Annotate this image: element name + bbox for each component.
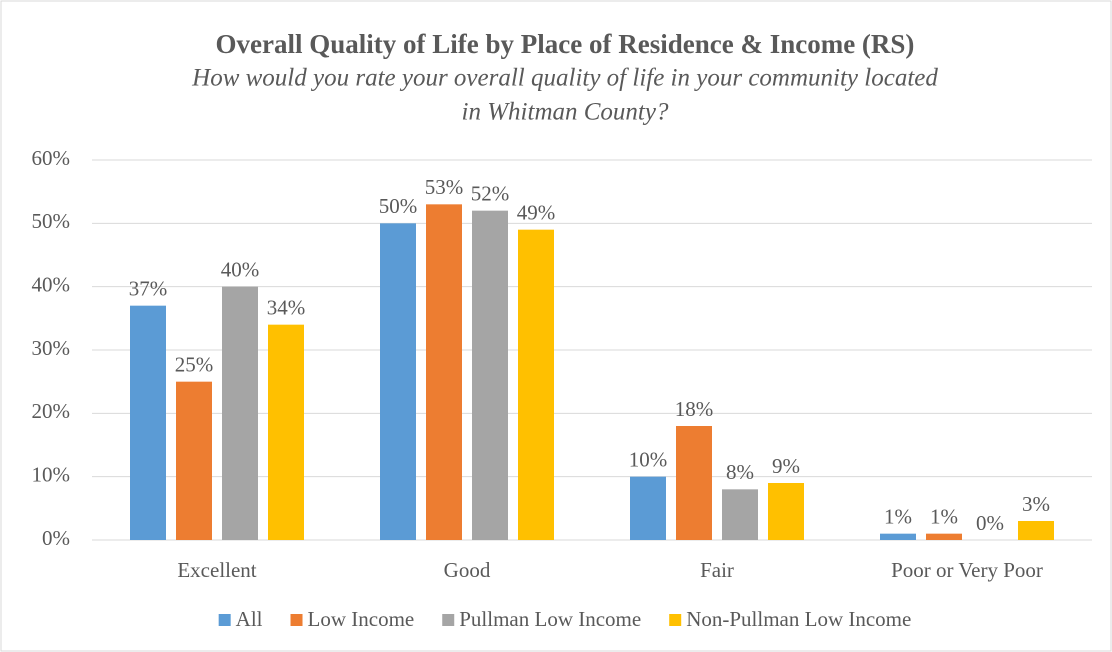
legend-swatch [290,614,303,626]
value-label: 1% [930,504,958,528]
value-label: 37% [129,276,168,300]
bar [880,533,916,540]
value-label: 52% [471,181,510,205]
chart-title: Overall Quality of Life by Place of Resi… [216,29,915,59]
y-tick-label: 10% [32,462,71,486]
y-tick-label: 20% [32,399,71,423]
value-label: 0% [976,511,1004,535]
y-tick-label: 60% [32,146,71,170]
value-label: 18% [675,397,714,421]
bar [380,223,416,541]
x-tick-label: Poor or Very Poor [891,558,1043,582]
bar [676,426,712,540]
bar [472,210,508,540]
y-tick-label: 30% [32,336,71,360]
bar [426,204,462,541]
legend-label: Low Income [308,607,415,631]
x-tick-label: Fair [700,558,734,582]
value-label: 1% [884,504,912,528]
value-label: 3% [1022,492,1050,516]
x-tick-label: Good [444,558,491,582]
value-label: 10% [629,447,668,471]
bar [176,381,212,540]
bar [130,305,166,540]
bar [768,483,804,540]
value-label: 9% [772,454,800,478]
bar [926,533,962,540]
chart-subtitle: in Whitman County? [462,99,669,126]
bar [1018,521,1054,540]
legend-swatch [218,614,231,626]
bar [222,286,258,540]
legend-label: Non-Pullman Low Income [686,607,911,631]
value-label: 49% [517,200,556,224]
x-tick-label: Excellent [177,558,256,582]
value-label: 53% [425,175,464,199]
value-label: 25% [175,352,214,376]
bar [268,324,304,540]
chart-subtitle: How would you rate your overall quality … [191,65,938,92]
y-tick-label: 40% [32,272,71,296]
y-tick-label: 50% [32,209,71,233]
value-label: 50% [379,194,418,218]
bar [722,489,758,540]
value-label: 34% [267,295,306,319]
legend-label: Pullman Low Income [459,607,641,631]
value-label: 40% [221,257,260,281]
legend-label: All [236,607,263,631]
legend-swatch [669,614,682,626]
legend-swatch [442,614,455,626]
y-tick-label: 0% [42,526,70,550]
bar [518,229,554,540]
value-label: 8% [726,460,754,484]
bar [630,476,666,540]
